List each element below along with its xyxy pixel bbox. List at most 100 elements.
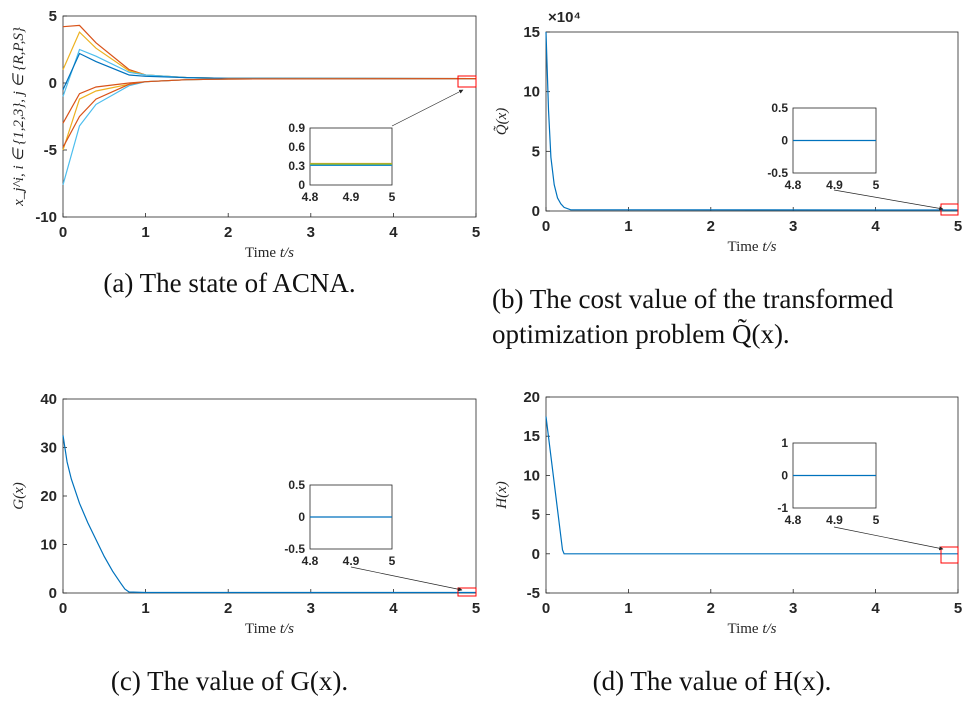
x-tick-label: 5 [954, 218, 962, 235]
y-tick-label: 15 [523, 428, 540, 445]
inset-x-tick-label: 4.8 [785, 178, 802, 192]
x-tick-label: 3 [789, 600, 797, 617]
inset-y-tick-label: 0.6 [288, 140, 305, 154]
inset-x-tick-label: 4.9 [826, 178, 843, 192]
x-axis-label: Time t/s [727, 621, 776, 637]
y-tick-label: 20 [523, 389, 540, 406]
y-tick-label: 40 [40, 391, 57, 408]
inset-x-tick-label: 4.8 [302, 190, 319, 204]
y-tick-label: 15 [523, 24, 540, 41]
inset-y-tick-label: 0 [298, 178, 305, 192]
inset-x-tick-label: 4.8 [785, 513, 802, 527]
x-tick-label: 1 [141, 600, 149, 617]
inset-x-tick-label: 5 [873, 178, 880, 192]
x-tick-label: 5 [472, 600, 480, 617]
x-axis-label-unit: t/s [762, 239, 776, 255]
x-tick-label: 4 [871, 218, 880, 235]
inset-y-tick-label: 0.5 [288, 478, 305, 492]
series-line-1 [545, 416, 958, 555]
series-line-8 [62, 77, 477, 148]
y-tick-label: 10 [523, 467, 540, 484]
subfigure-caption-line-1: (b) The cost value of the transformed [492, 284, 894, 314]
y-tick-label: 0 [532, 546, 540, 563]
inset-b: 4.8 4.9 5 -0.5 0 0.5 [767, 101, 879, 192]
chart-c: 0 1 2 3 4 5 0 10 20 30 40 Time t/s G(x) 4.8 4.9 5 -0.5 0 0… [11, 391, 480, 696]
chart-b: 0 1 2 3 4 5 0 5 10 15 Time t/s Q̃(x) ×10⁴ 4.8 4.9 5 -0.5… [492, 9, 962, 349]
plot-frame [62, 15, 477, 218]
x-tick-label: 3 [307, 224, 315, 241]
subfigure-caption-line-2: optimization problem Q̃(x). [492, 319, 790, 349]
inset-x-tick-label: 4.9 [826, 513, 843, 527]
subfigure-caption: (d) The value of H(x). [593, 666, 832, 696]
x-axis-label-word: Time [245, 621, 280, 637]
y-tick-label: 0 [532, 203, 540, 220]
subfigure-caption: (c) The value of G(x). [111, 666, 348, 696]
x-tick-label: 1 [141, 224, 149, 241]
inset-y-tick-label: 0.9 [288, 121, 305, 135]
inset-x-tick-label: 4.9 [343, 190, 360, 204]
x-axis-label-word: Time [245, 245, 280, 261]
inset-frame [309, 127, 393, 186]
y-axis-label: x_j^i, i ∈ {1,2,3}, j ∈ {R,P,S} [11, 27, 27, 207]
inset-x-tick-label: 5 [389, 554, 396, 568]
x-tick-label: 1 [624, 600, 632, 617]
y-tick-label: 5 [532, 143, 540, 160]
inset-y-tick-label: -0.5 [284, 542, 305, 556]
x-tick-label: 0 [542, 600, 550, 617]
inset-y-tick-label: 0.5 [771, 101, 788, 115]
x-tick-label: 4 [389, 224, 398, 241]
zoom-arrow [833, 526, 944, 551]
subfigure-caption: (a) The state of ACNA. [103, 268, 355, 298]
x-tick-label: 5 [954, 600, 962, 617]
x-tick-label: 2 [224, 224, 232, 241]
zoom-arrow [350, 566, 463, 592]
y-tick-label: 10 [523, 84, 540, 101]
x-tick-label: 4 [871, 600, 880, 617]
y-tick-label: 20 [40, 488, 57, 505]
x-axis-label: Time t/s [245, 621, 294, 637]
inset-y-tick-label: -0.5 [767, 166, 788, 180]
x-axis-label: Time t/s [727, 239, 776, 255]
inset-x-tick-label: 5 [389, 190, 396, 204]
inset-y-tick-label: 0.3 [288, 159, 305, 173]
y-tick-label: -5 [527, 585, 540, 602]
x-tick-label: 3 [307, 600, 315, 617]
x-tick-label: 1 [624, 218, 632, 235]
y-tick-label: 5 [532, 507, 540, 524]
x-axis-label-word: Time [727, 239, 762, 255]
x-tick-label: 2 [707, 600, 715, 617]
plot-frame [62, 398, 477, 594]
series-line-4 [62, 52, 477, 90]
y-tick-label: 5 [49, 8, 57, 25]
chart-a: 0 1 2 3 4 5 -10 -5 0 5 Time t/s x_j^i, i ∈ {1,2,3},… [11, 8, 480, 298]
x-tick-label: 5 [472, 224, 480, 241]
series-line-2 [62, 31, 477, 80]
inset-x-tick-label: 4.9 [343, 554, 360, 568]
plot-frame [545, 31, 959, 212]
y-tick-label: 30 [40, 440, 57, 457]
inset-x-tick-label: 4.8 [302, 554, 319, 568]
inset-x-tick-label: 5 [873, 513, 880, 527]
zoom-region-box [457, 587, 477, 597]
y-exponent-label: ×10⁴ [548, 9, 581, 26]
y-tick-label: -5 [44, 142, 57, 159]
x-axis-label-unit: t/s [280, 621, 294, 637]
x-axis-label-unit: t/s [762, 621, 776, 637]
series-line-7 [62, 77, 477, 185]
series-line-1 [62, 435, 476, 594]
plot-frame [545, 396, 959, 594]
x-axis-label-unit: t/s [280, 245, 294, 261]
zoom-region-box [457, 75, 477, 88]
x-tick-label: 0 [59, 224, 67, 241]
x-axis-label-word: Time [727, 621, 762, 637]
x-axis-label: Time t/s [245, 245, 294, 261]
x-tick-label: 2 [707, 218, 715, 235]
x-tick-label: 2 [224, 600, 232, 617]
zoom-arrow [833, 189, 944, 211]
y-tick-label: 10 [40, 537, 57, 554]
zoom-arrow [391, 89, 464, 127]
y-axis-label: H(x) [494, 481, 510, 509]
inset-a: 4.8 4.9 5 0 0.3 0.6 0.9 [288, 121, 395, 204]
